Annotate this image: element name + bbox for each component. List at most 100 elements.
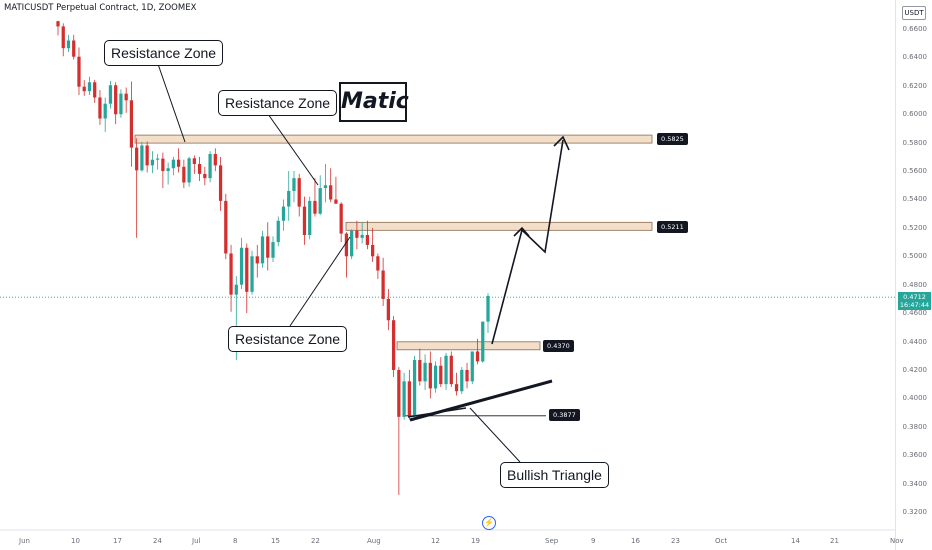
x-tick-label: 12 [431,537,440,545]
candle-body [355,230,359,238]
candle-body [166,168,170,172]
candle-body [407,381,411,416]
x-tick-label: 8 [233,537,238,545]
candle-body [318,188,322,214]
y-tick-label: 0.4200 [902,365,928,374]
current-price-tag: 0.4712 16:47:44 [898,292,931,311]
y-tick-label: 0.3400 [902,479,928,488]
candle-body [260,236,265,264]
candle-body [308,200,312,235]
breakout-zone [396,341,541,351]
candle-body [323,185,328,189]
candle-body [465,369,469,382]
x-tick-label: 24 [153,537,162,545]
candle-body [376,256,380,271]
candle-body [475,351,480,362]
candle-body [176,159,181,167]
projection-path [491,139,564,345]
candle-body [444,355,448,385]
candle-body [412,359,417,416]
candle-body [72,40,76,57]
y-tick-label: 0.3200 [902,508,928,516]
candle-body [386,298,390,321]
arrowhead-mid [513,226,530,237]
x-tick-label: Oct [715,537,728,545]
y-tick-label: 0.6400 [902,53,928,62]
y-tick-label: 0.6200 [902,81,928,90]
candle-body [365,234,370,245]
candle-body [423,362,427,382]
candle-body [77,56,81,87]
candle-body [245,247,249,292]
resistance-zone-middle [345,221,653,231]
x-tick-label: Aug [367,537,381,545]
candle-body [381,270,385,299]
candle-body [339,203,343,234]
y-tick-label: 0.5800 [902,138,928,147]
level-badge-2: 0.5211 [657,221,688,233]
candle-body [213,154,217,166]
candle-body [470,351,474,382]
candle-body [250,256,254,292]
candle-body [61,26,65,49]
y-tick-label: 0.4600 [902,309,928,318]
y-tick-label: 0.4000 [902,394,928,403]
candle-body [229,253,233,295]
candle-body [266,236,270,258]
candle-body [82,86,86,92]
candle-body [460,369,464,392]
y-tick-label: 0.4400 [902,337,928,346]
level-badge-3: 0.4370 [543,340,574,352]
candle-body [418,359,422,382]
level-badge-4: 0.3877 [549,409,580,421]
candle-body [313,200,317,214]
candle-body [203,173,207,179]
candle-body [350,230,354,257]
candle-body [140,145,144,171]
current-price-value: 0.4712 [903,293,926,302]
candle-body [276,220,280,243]
candle-body [255,256,259,264]
x-tick-label: 23 [671,537,680,545]
candle-body [371,244,375,257]
y-tick-label: 0.6000 [902,110,928,119]
resistance-zone-upper [134,134,653,144]
candle-body [93,82,97,98]
x-tick-label: 16 [631,537,640,545]
matic-label: Matic [339,82,409,122]
candle-body [449,355,453,385]
price-chart[interactable] [0,0,896,550]
candle-body [192,158,196,164]
lightning-icon[interactable]: ⚡ [482,516,496,530]
countdown-timer: 16:47:44 [899,301,930,310]
candle-body [124,93,128,101]
candle-body [397,369,401,417]
currency-badge[interactable]: USDT [902,6,926,20]
candle-body [114,85,118,115]
x-tick-label: 14 [791,537,800,545]
pointer-bullish-triangle [469,407,521,463]
y-tick-label: 0.5600 [902,167,928,176]
y-tick-label: 0.5200 [902,223,928,232]
candle-body [486,296,490,322]
candle-body [161,158,165,172]
y-tick-label: 0.5000 [902,252,928,261]
callout-resistance-2: Resistance Zone [218,90,338,116]
candle-body [360,234,364,238]
candle-body [428,362,432,389]
triangle-lower-line [407,407,467,418]
x-tick-label: Nov [890,537,904,545]
callout-resistance-3: Resistance Zone [228,326,348,352]
level-badge-1: 0.5825 [657,133,688,145]
pointer-resistance-1 [157,63,186,143]
candle-body [87,82,92,92]
candle-body [145,145,149,166]
x-tick-label: Jul [192,537,201,545]
price-axis[interactable]: USDT 0.6600 0.6400 0.6200 0.6000 0.5800 0.560… [895,0,932,550]
x-tick-label: 10 [71,537,80,545]
candle-body [234,284,238,295]
candle-body [344,233,349,257]
y-tick-label: 0.4800 [902,280,928,289]
candle-body [292,178,296,191]
